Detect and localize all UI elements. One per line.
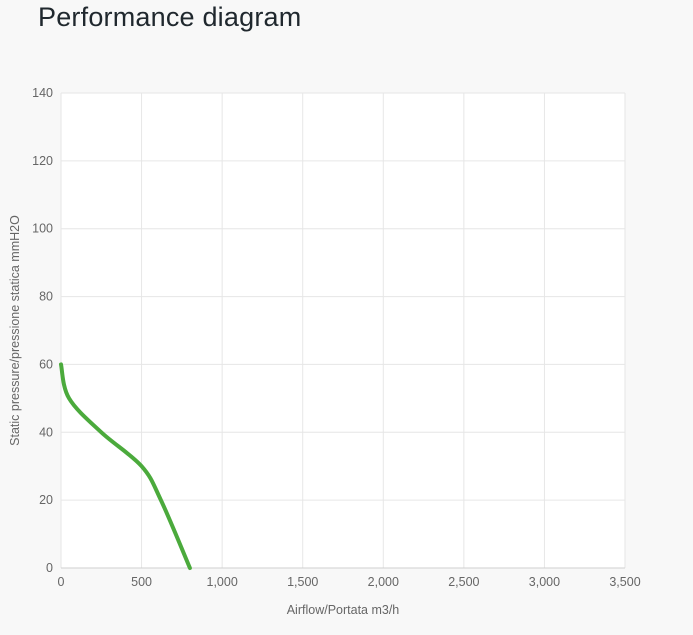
chart-title: Performance diagram xyxy=(38,2,302,32)
x-tick-label: 2,500 xyxy=(448,575,479,589)
x-axis-title: Airflow/Portata m3/h xyxy=(286,603,400,617)
x-tick-label: 0 xyxy=(58,575,65,589)
performance-chart: 0 500 1,000 1,500 2,000 2,500 3,000 3,500 0 20 40 6… xyxy=(32,86,641,589)
performance-curve xyxy=(59,362,192,570)
y-tick-label: 100 xyxy=(32,222,53,236)
y-tick-label: 60 xyxy=(39,357,53,371)
plot-area xyxy=(61,93,625,568)
x-tick-label: 2,000 xyxy=(368,575,399,589)
y-tick-label: 120 xyxy=(32,154,53,168)
x-tick-label: 1,000 xyxy=(207,575,238,589)
x-tick-label: 3,500 xyxy=(609,575,640,589)
y-tick-label: 40 xyxy=(39,425,53,439)
x-tick-label: 1,500 xyxy=(287,575,318,589)
x-tick-label: 3,000 xyxy=(529,575,560,589)
y-tick-label: 140 xyxy=(32,86,53,100)
x-tick-label: 500 xyxy=(131,575,152,589)
y-tick-label: 0 xyxy=(46,561,53,575)
y-tick-label: 20 xyxy=(39,493,53,507)
y-tick-label: 80 xyxy=(39,290,53,304)
